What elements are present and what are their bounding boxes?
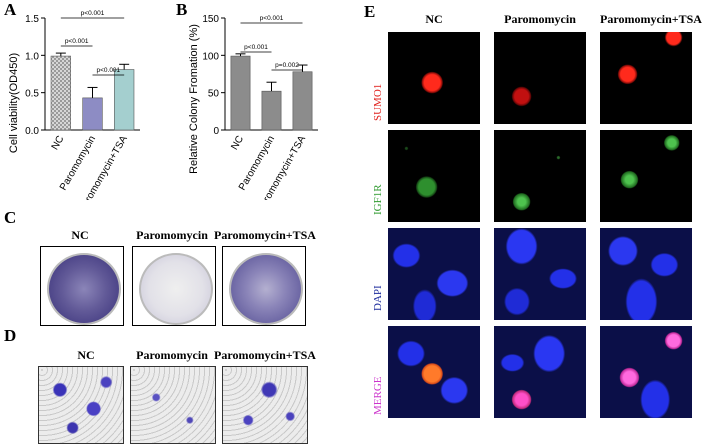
transwell-image-paromomycin (130, 366, 216, 444)
panel-e-row-sumo1: SUMO1 (372, 83, 384, 121)
chart-a-bar (114, 69, 135, 131)
if-tile-sumo1-paromomycin-tsa (600, 32, 692, 124)
panel-label-d: D (4, 326, 17, 345)
chart-b-bar (230, 55, 251, 131)
if-tile-dapi-paromomycin (494, 228, 586, 320)
chart-a-xtick-label: NC (50, 134, 67, 152)
if-tile-merge-nc (388, 326, 480, 418)
if-tile-sumo1-paromomycin (494, 32, 586, 124)
if-tile-merge-paromomycin-tsa (600, 326, 692, 418)
chart-b-bar (292, 71, 313, 131)
panel-d-label-paromomycin-tsa: Paromomycin+TSA (214, 348, 316, 362)
panel-e-col-nc: NC (425, 12, 443, 26)
chart-a-pvalue-label: p<0.001 (65, 38, 89, 45)
chart-a-ytick-label: 1.0 (25, 51, 39, 62)
colony-plate-paromomycin (132, 246, 216, 326)
chart-a-pvalue-label: p<0.001 (81, 10, 105, 17)
panel-c-label-paromomycin: Paromomycin (136, 228, 208, 242)
panel-c-label-nc: NC (71, 228, 89, 242)
colony-plate-nc (40, 246, 124, 326)
if-tile-dapi-paromomycin-tsa (600, 228, 692, 320)
if-tile-igf1r-nc (388, 130, 480, 222)
chart-a-ytick-label: 1.5 (25, 14, 39, 25)
panel-label-a: A (4, 0, 17, 19)
if-tile-igf1r-paromomycin-tsa (600, 130, 692, 222)
transwell-image-nc (38, 366, 124, 444)
chart-a-ytick-label: 0.5 (25, 89, 39, 100)
chart-a-ylabel: Cell viability(OD450) (8, 53, 20, 153)
chart-a-bar (50, 55, 71, 131)
chart-b-ytick-label: 150 (202, 14, 219, 25)
chart-a-pvalue-label: p<0.001 (96, 67, 120, 74)
chart-b-ytick-label: 100 (202, 51, 219, 62)
chart-b-pvalue-label: p=0.002 (275, 62, 299, 69)
chart-b-pvalue-label: p<0.001 (260, 15, 284, 22)
chart-b-xtick-label: NC (229, 134, 246, 152)
panel-e-row-dapi: DAPI (372, 285, 384, 311)
panel-d-label-paromomycin: Paromomycin (136, 348, 208, 362)
chart-b-ytick-label: 0 (213, 126, 219, 137)
chart-b-ylabel: Relative Colony Fromation (%) (188, 24, 200, 174)
chart-a-bar (82, 97, 103, 131)
panel-e-col-paromomycin-tsa: Paromomycin+TSA (600, 12, 702, 26)
if-tile-sumo1-nc (388, 32, 480, 124)
if-tile-igf1r-paromomycin (494, 130, 586, 222)
chart-a-cell-viability: Cell viability(OD450) 0.00.51.01.5NCParo… (8, 10, 140, 200)
panel-label-b: B (176, 0, 188, 19)
transwell-image-paromomycin-tsa (222, 366, 308, 444)
chart-b-colony-formation: Relative Colony Fromation (%) 0 50 100 150 N… (188, 14, 318, 200)
panel-label-c: C (4, 208, 17, 227)
chart-b-pvalue-label: p<0.001 (244, 44, 268, 51)
chart-b-ytick-label: 50 (208, 89, 220, 100)
panel-e-col-paromomycin: Paromomycin (504, 12, 576, 26)
if-tile-dapi-nc (388, 228, 480, 320)
panel-e-row-merge: MERGE (372, 376, 384, 416)
if-tile-merge-paromomycin (494, 326, 586, 418)
panel-c-label-paromomycin-tsa: Paromomycin+TSA (214, 228, 316, 242)
panel-d-label-nc: NC (77, 348, 95, 362)
colony-plate-paromomycin-tsa (222, 246, 306, 326)
chart-a-ytick-label: 0.0 (25, 126, 39, 137)
panel-label-e: E (364, 2, 376, 21)
panel-e-row-igf1r: IGF1R (372, 184, 384, 216)
chart-b-bar (261, 90, 282, 131)
